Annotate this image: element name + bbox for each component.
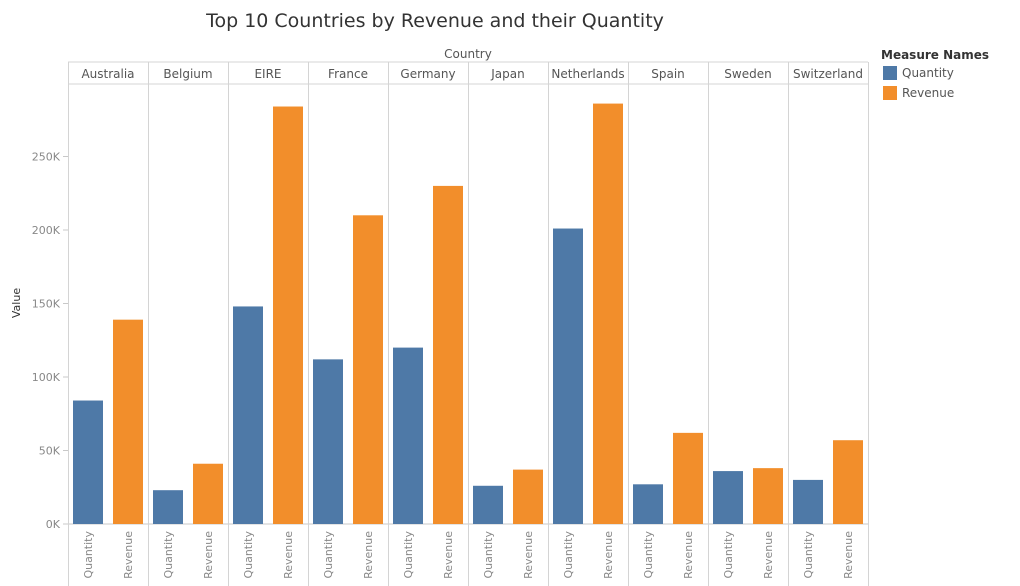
bar-revenue-belgium[interactable] [193,463,223,524]
x-tick-label: Quantity [642,531,655,579]
legend-swatch-quantity[interactable] [883,66,897,80]
bar-revenue-switzerland[interactable] [833,440,863,524]
country-panels: Australia Quantity Revenue Belgium Quantity R… [73,67,863,579]
bar-quantity-belgium[interactable] [153,490,183,524]
bar-revenue-france[interactable] [353,215,383,525]
bar-revenue-spain[interactable] [673,432,703,524]
bar-quantity-netherlands[interactable] [553,228,583,524]
panel-australia: Australia Quantity Revenue [73,67,143,579]
bar-revenue-eire[interactable] [273,106,303,525]
legend-swatch-revenue[interactable] [883,86,897,100]
bar-quantity-germany[interactable] [393,347,423,524]
bar-revenue-sweden[interactable] [753,468,783,524]
country-header-label: Netherlands [551,67,624,81]
bar-revenue-australia[interactable] [113,319,143,524]
y-tick-label: 100K [32,371,61,384]
legend-label-quantity[interactable]: Quantity [902,66,954,80]
chart-frame [68,61,869,586]
legend-title: Measure Names [881,48,989,62]
bar-quantity-spain[interactable] [633,484,663,524]
y-tick-label: 150K [32,298,61,311]
y-tick-label: 0K [46,518,61,531]
bar-quantity-france[interactable] [313,359,343,524]
country-header-label: Sweden [724,67,771,81]
panel-france: France Quantity Revenue [313,67,383,579]
x-tick-label: Quantity [562,531,575,579]
x-tick-label: Revenue [442,531,455,579]
panel-eire: EIRE Quantity Revenue [233,67,303,579]
legend-label-revenue[interactable]: Revenue [902,86,954,100]
panel-germany: Germany Quantity Revenue [393,67,463,579]
bar-quantity-australia[interactable] [73,400,103,524]
panel-sweden: Sweden Quantity Revenue [713,67,783,579]
bar-quantity-sweden[interactable] [713,471,743,524]
column-header-country: Country [444,47,492,61]
bar-quantity-japan[interactable] [473,485,503,524]
x-tick-label: Revenue [842,531,855,579]
chart-title: Top 10 Countries by Revenue and their Qu… [205,10,664,32]
bar-revenue-japan[interactable] [513,469,543,524]
x-tick-label: Revenue [762,531,775,579]
y-tick-label: 250K [32,151,61,164]
country-header-label: Switzerland [793,67,863,81]
bar-revenue-netherlands[interactable] [593,103,623,524]
x-tick-label: Quantity [162,531,175,579]
country-header-label: Germany [400,67,455,81]
x-tick-label: Revenue [202,531,215,579]
x-tick-label: Revenue [682,531,695,579]
x-tick-label: Quantity [802,531,815,579]
panel-netherlands: Netherlands Quantity Revenue [551,67,624,579]
x-tick-label: Quantity [482,531,495,579]
y-tick-label: 50K [39,445,61,458]
x-tick-label: Quantity [722,531,735,579]
x-tick-label: Quantity [322,531,335,579]
bar-revenue-germany[interactable] [433,185,463,524]
panel-switzerland: Switzerland Quantity Revenue [793,67,863,579]
bar-quantity-eire[interactable] [233,306,263,524]
panel-belgium: Belgium Quantity Revenue [153,67,223,579]
x-tick-label: Revenue [362,531,375,579]
bar-quantity-switzerland[interactable] [793,479,823,524]
x-tick-label: Quantity [402,531,415,579]
country-header-label: France [328,67,368,81]
country-header-label: EIRE [254,67,281,81]
x-tick-label: Revenue [282,531,295,579]
x-tick-label: Quantity [242,531,255,579]
country-header-label: Spain [651,67,685,81]
country-header-label: Australia [81,67,134,81]
country-header-label: Belgium [163,67,212,81]
x-tick-label: Revenue [522,531,535,579]
y-axis-ticks: 0K 50K 100K 150K 200K 250K [32,151,68,531]
panel-japan: Japan Quantity Revenue [473,67,543,579]
y-tick-label: 200K [32,224,61,237]
x-tick-label: Quantity [82,531,95,579]
x-tick-label: Revenue [602,531,615,579]
country-header-label: Japan [490,67,524,81]
legend[interactable]: Measure Names Quantity Revenue [881,48,989,100]
x-tick-label: Revenue [122,531,135,579]
panel-spain: Spain Quantity Revenue [633,67,703,579]
y-axis-title: Value [10,288,23,318]
